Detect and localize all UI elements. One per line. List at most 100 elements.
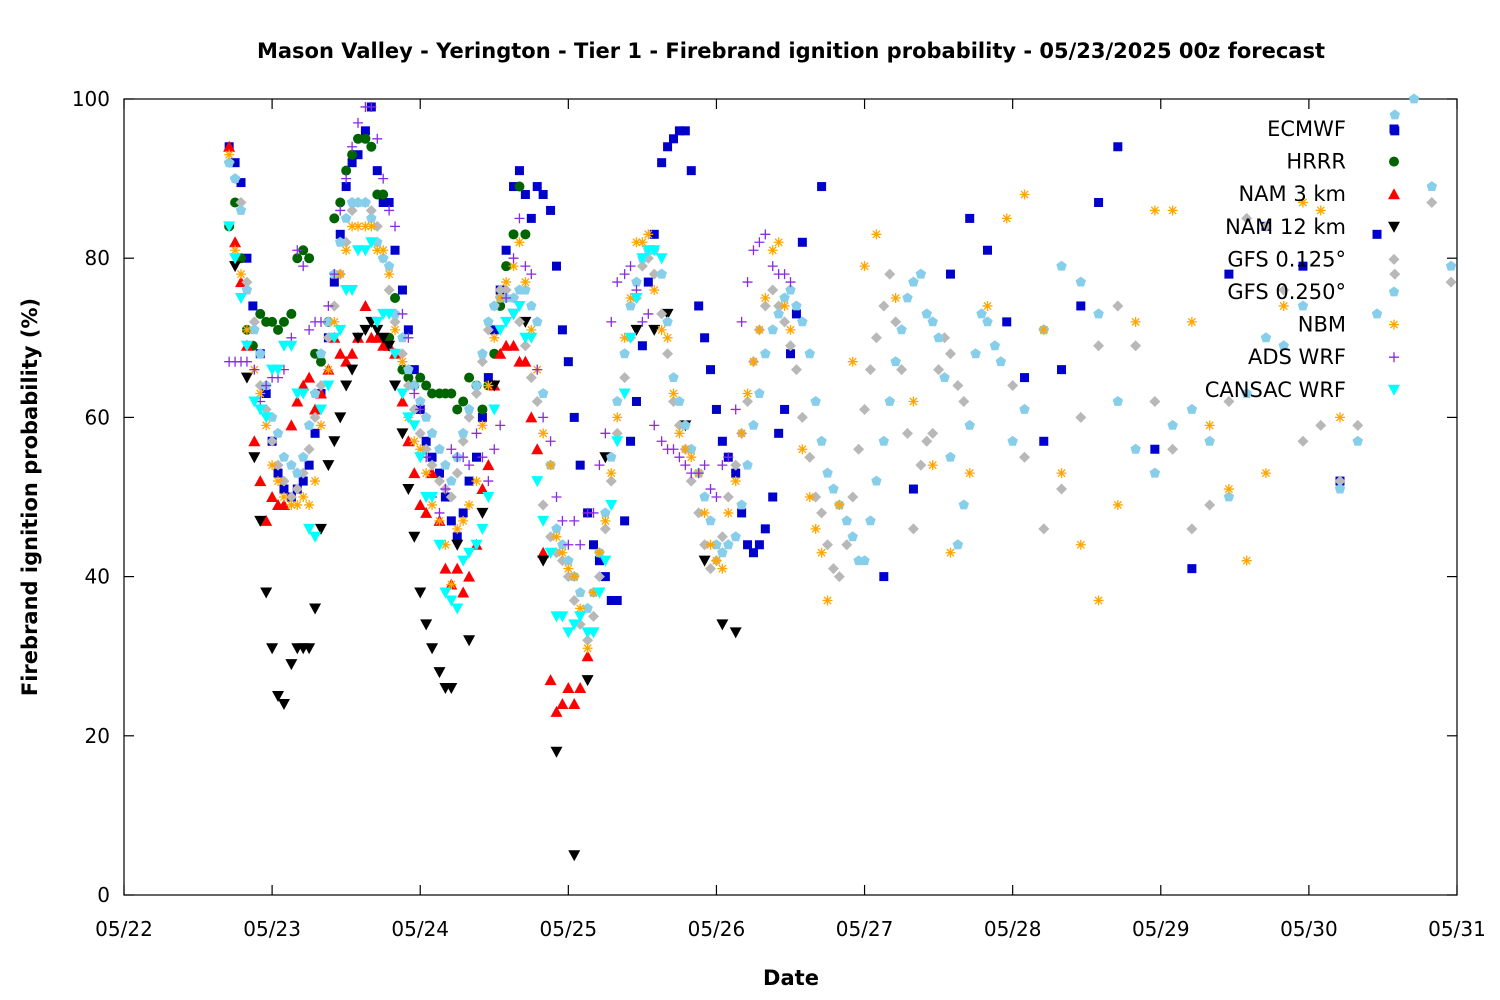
data-point-gfs-0-125 xyxy=(896,364,908,376)
data-point-nbm xyxy=(619,332,630,343)
data-point-ecmwf xyxy=(390,245,400,255)
data-point-gfs-0-125 xyxy=(346,204,358,216)
data-point-ads-wrf xyxy=(711,492,722,502)
data-point-gfs-0-250 xyxy=(582,602,593,613)
data-point-cansac-wrf xyxy=(494,324,507,336)
data-point-nam-3-km xyxy=(223,140,236,152)
data-point-gfs-0-125 xyxy=(1204,499,1216,511)
data-point-cansac-wrf xyxy=(383,308,396,320)
data-point-nam-3-km xyxy=(531,443,544,455)
data-point-nbm xyxy=(372,245,383,256)
data-point-nbm xyxy=(668,388,679,399)
data-point-ecmwf xyxy=(261,389,271,399)
data-point-cansac-wrf xyxy=(240,340,253,352)
data-point-nbm xyxy=(964,468,975,479)
data-point-nbm xyxy=(723,507,734,518)
data-point-nam-12-km xyxy=(314,523,327,535)
data-point-gfs-0-125 xyxy=(383,284,395,296)
data-point-ecmwf xyxy=(791,309,801,319)
data-point-gfs-0-125 xyxy=(433,475,445,487)
data-point-nbm xyxy=(594,547,605,558)
data-point-gfs-0-250 xyxy=(619,348,630,359)
data-point-cansac-wrf xyxy=(285,340,298,352)
data-point-gfs-0-125 xyxy=(907,523,919,535)
data-point-gfs-0-250 xyxy=(303,419,315,430)
data-point-gfs-0-125 xyxy=(476,356,488,368)
data-point-gfs-0-250 xyxy=(970,348,981,359)
data-point-gfs-0-250 xyxy=(699,491,710,502)
data-point-ecmwf xyxy=(230,158,240,168)
data-point-ecmwf xyxy=(737,508,747,518)
data-point-ads-wrf xyxy=(347,141,358,152)
data-point-gfs-0-125 xyxy=(285,491,297,503)
data-point-gfs-0-125 xyxy=(804,451,816,463)
data-point-nbm xyxy=(397,356,408,367)
legend-label-nam-12-km: NAM 12 km xyxy=(1225,215,1346,239)
data-point-nbm xyxy=(600,515,611,526)
data-point-nam-3-km xyxy=(507,339,520,351)
data-point-ads-wrf xyxy=(501,293,512,303)
data-point-gfs-0-250 xyxy=(958,499,969,510)
data-point-gfs-0-125 xyxy=(291,483,303,495)
data-point-gfs-0-125 xyxy=(389,316,401,328)
data-point-nbm xyxy=(366,221,377,232)
data-point-gfs-0-250 xyxy=(884,396,895,406)
data-point-gfs-0-125 xyxy=(1334,475,1346,487)
data-point-hrrr xyxy=(304,253,315,264)
data-point-hrrr xyxy=(329,213,340,224)
data-point-gfs-0-250 xyxy=(625,300,636,311)
data-point-hrrr xyxy=(446,388,457,399)
data-point-cansac-wrf xyxy=(402,412,415,424)
data-point-gfs-0-250 xyxy=(1007,435,1018,446)
data-point-gfs-0-125 xyxy=(833,571,845,583)
data-point-gfs-0-125 xyxy=(759,300,771,312)
data-point-ecmwf xyxy=(626,436,636,446)
data-point-nbm xyxy=(483,380,494,391)
data-point-gfs-0-250 xyxy=(612,396,623,406)
data-point-nbm xyxy=(341,245,352,256)
data-point-gfs-0-250 xyxy=(532,316,543,327)
data-point-cansac-wrf xyxy=(426,492,439,503)
data-point-ecmwf xyxy=(520,190,530,200)
data-point-nam-3-km xyxy=(457,586,470,598)
data-point-gfs-0-250 xyxy=(1075,276,1086,287)
data-point-gfs-0-125 xyxy=(1167,443,1179,455)
data-point-gfs-0-125 xyxy=(944,348,956,360)
data-point-gfs-0-125 xyxy=(605,475,617,487)
data-point-gfs-0-250 xyxy=(742,459,753,470)
data-point-ads-wrf xyxy=(619,269,630,280)
data-point-ecmwf xyxy=(754,540,764,550)
data-point-ads-wrf xyxy=(545,436,556,447)
data-point-ecmwf xyxy=(310,428,320,438)
data-point-cansac-wrf xyxy=(457,555,470,567)
data-point-ads-wrf xyxy=(569,515,580,526)
data-point-ads-wrf xyxy=(588,507,599,518)
data-point-gfs-0-250 xyxy=(859,555,870,566)
data-point-nbm xyxy=(1038,324,1049,335)
data-point-cansac-wrf xyxy=(513,300,526,312)
data-point-nbm xyxy=(767,245,778,256)
data-point-hrrr xyxy=(403,372,414,383)
data-point-gfs-0-250 xyxy=(631,276,642,287)
data-point-ecmwf xyxy=(945,269,955,279)
legend-label-hrrr: HRRR xyxy=(1286,150,1346,174)
data-point-ecmwf xyxy=(1076,301,1086,311)
data-point-ads-wrf xyxy=(575,539,586,550)
data-point-nam-3-km xyxy=(519,355,532,367)
data-point-nbm xyxy=(908,396,919,407)
data-point-hrrr xyxy=(452,404,463,415)
data-point-gfs-0-250 xyxy=(415,396,426,406)
data-point-nbm xyxy=(514,237,525,248)
data-point-cansac-wrf xyxy=(470,539,483,551)
data-point-gfs-0-125 xyxy=(1056,483,1068,495)
data-point-gfs-0-250 xyxy=(717,547,728,558)
data-point-ecmwf xyxy=(329,277,339,287)
data-point-gfs-0-125 xyxy=(328,300,340,312)
data-point-ecmwf xyxy=(620,516,630,526)
data-point-ecmwf xyxy=(657,158,667,168)
data-point-nbm xyxy=(797,444,808,455)
data-point-ads-wrf xyxy=(625,261,636,272)
data-point-gfs-0-125 xyxy=(414,427,426,439)
data-point-cansac-wrf xyxy=(389,348,402,360)
